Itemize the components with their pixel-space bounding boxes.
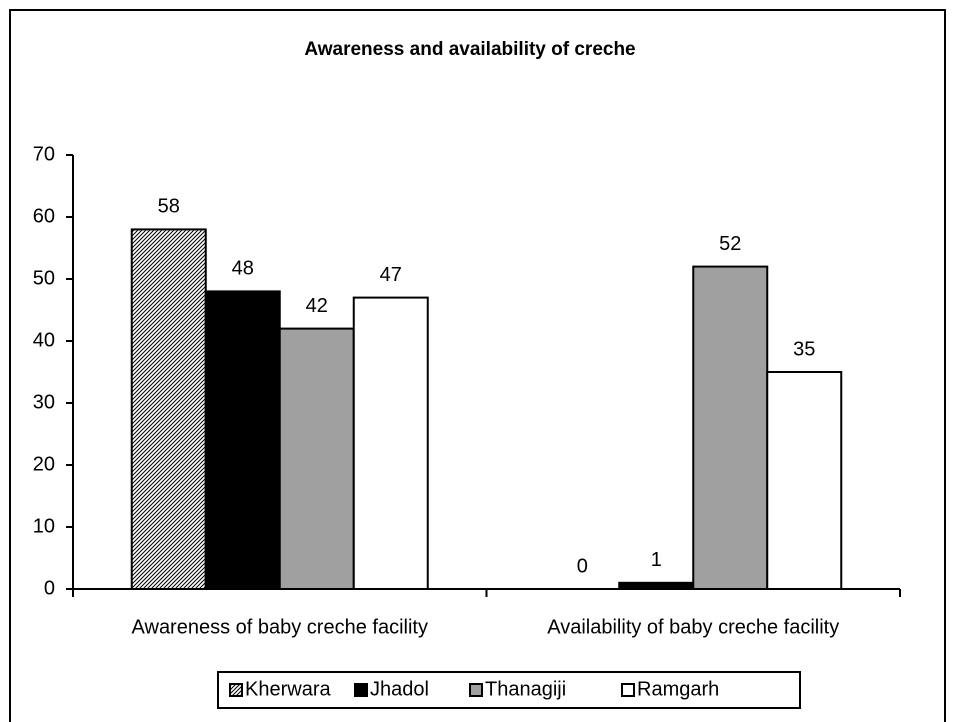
y-tick-label: 40 [33, 329, 55, 351]
chart-title: Awareness and availability of creche [304, 39, 635, 60]
legend-marker [469, 683, 483, 697]
legend-box [217, 671, 801, 709]
bar [692, 265, 769, 590]
value-label: 35 [793, 338, 815, 360]
y-tick-label: 60 [33, 205, 55, 227]
chart-border [9, 9, 946, 722]
legend-label: Thanagiji [485, 678, 566, 700]
y-tick-label: 30 [33, 391, 55, 413]
legend-marker [354, 683, 368, 697]
value-label: 52 [719, 233, 741, 255]
y-tick-label: 10 [33, 515, 55, 537]
bar [204, 290, 281, 590]
value-label: 1 [651, 549, 662, 571]
legend-label: Ramgarh [637, 678, 719, 700]
legend-marker [621, 683, 635, 697]
legend-label: Jhadol [370, 678, 429, 700]
bar [766, 371, 843, 590]
bar [352, 296, 429, 590]
bar [130, 228, 207, 590]
value-label: 58 [158, 196, 180, 218]
y-tick-label: 20 [33, 453, 55, 475]
value-label: 0 [577, 555, 588, 577]
legend-marker [229, 683, 243, 697]
y-tick-label: 70 [33, 143, 55, 165]
value-label: 47 [380, 264, 402, 286]
value-label: 48 [232, 258, 254, 280]
bar [278, 327, 355, 590]
x-tick-label: Awareness of baby creche facility [132, 616, 428, 638]
y-tick-label: 50 [33, 267, 55, 289]
value-label: 42 [306, 295, 328, 317]
legend-label: Kherwara [245, 678, 331, 700]
y-tick-label: 0 [44, 577, 55, 599]
x-tick-label: Availability of baby creche facility [547, 616, 839, 638]
